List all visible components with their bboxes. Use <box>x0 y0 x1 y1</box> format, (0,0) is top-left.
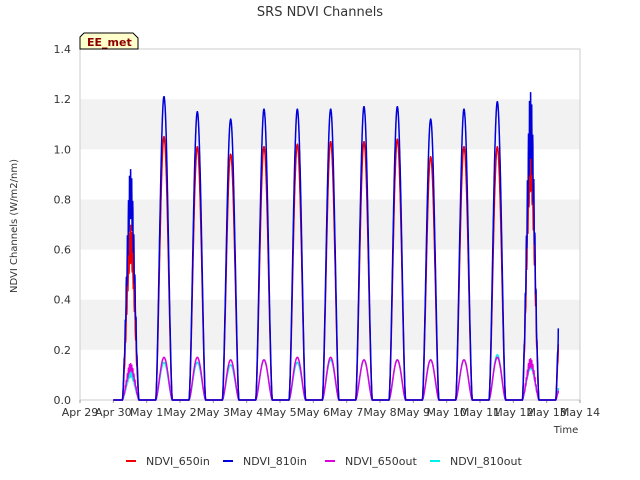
legend-label: NDVI_650out <box>345 455 417 468</box>
x-tick-label: May 4 <box>230 406 263 419</box>
plot-frame <box>79 48 581 401</box>
y-axis-ticks: 0.0 0.2 0.4 0.6 0.8 1.0 1.2 1.4 <box>54 43 72 407</box>
y-tick-label: 0.2 <box>54 344 72 357</box>
y-tick-label: 1.2 <box>54 93 72 106</box>
grid-band <box>80 49 580 100</box>
x-tick-label: May 1 <box>130 406 163 419</box>
x-tick-label: May 3 <box>197 406 230 419</box>
x-tick-label: Apr 29 <box>62 406 99 419</box>
series-lines <box>113 92 560 401</box>
x-tick-label: May 13 <box>527 406 567 419</box>
grid-band <box>80 299 580 350</box>
x-tick-label: May 11 <box>460 406 500 419</box>
legend: NDVI_650in NDVI_810in NDVI_650out NDVI_810o… <box>126 455 522 468</box>
x-tick-label: May 2 <box>163 406 196 419</box>
legend-label: NDVI_810in <box>243 455 307 468</box>
x-tick-label: May 12 <box>493 406 533 419</box>
x-tick-label: May 8 <box>363 406 396 419</box>
legend-label: NDVI_810out <box>450 455 522 468</box>
y-axis-label: NDVI Channels (W/m2/nm) <box>9 159 20 293</box>
series-line-ndvi-810in <box>113 92 560 401</box>
x-tick-label: May 14 <box>560 406 600 419</box>
grid-band <box>80 199 580 250</box>
legend-label: NDVI_650in <box>146 455 210 468</box>
tag-badge: EE_met <box>79 32 139 50</box>
x-tick-label: May 6 <box>297 406 330 419</box>
y-tick-label: 0.6 <box>54 244 72 257</box>
x-tick-label: Apr 30 <box>95 406 132 419</box>
x-tick-label: May 7 <box>330 406 363 419</box>
y-tick-label: 0.8 <box>54 193 72 206</box>
y-tick-label: 1.0 <box>54 143 72 156</box>
x-tick-label: May 10 <box>427 406 467 419</box>
grid-bands <box>80 49 580 400</box>
x-tick-label: May 9 <box>397 406 430 419</box>
tag-label: EE_met <box>87 36 132 49</box>
y-tick-label: 0.4 <box>54 294 72 307</box>
x-axis-label: Time <box>553 425 578 436</box>
x-tick-label: May 5 <box>263 406 296 419</box>
grid-band <box>80 149 580 200</box>
grid-band <box>80 249 580 300</box>
y-tick-label: 1.4 <box>54 43 72 56</box>
y-tick-label: 0.0 <box>54 394 72 407</box>
chart-title: SRS NDVI Channels <box>257 5 383 20</box>
